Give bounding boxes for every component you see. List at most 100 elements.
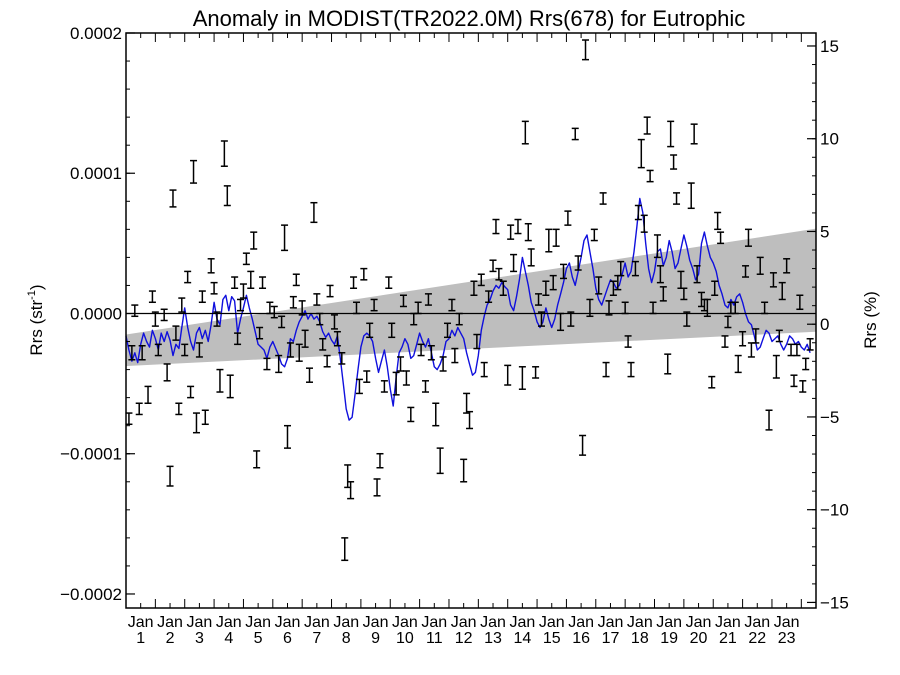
error-bar <box>744 228 752 247</box>
error-bar <box>778 281 786 301</box>
error-bar <box>347 481 355 500</box>
error-bar <box>366 322 374 339</box>
error-bar <box>670 154 678 170</box>
error-bar <box>489 259 497 273</box>
error-bar <box>552 228 560 247</box>
x-tick-year-label: 23 <box>778 630 796 647</box>
error-bar <box>436 447 444 475</box>
error-bar <box>169 189 177 208</box>
error-bar <box>595 276 603 295</box>
x-tick-month-label: Jan <box>128 614 154 631</box>
error-bar <box>187 385 195 399</box>
error-bar <box>802 357 810 371</box>
error-bar <box>223 185 231 207</box>
error-bar <box>742 265 750 278</box>
x-tick-month-label: Jan <box>421 614 447 631</box>
error-bar <box>667 120 675 148</box>
x-tick-month-label: Jan <box>392 614 418 631</box>
x-tick-month-label: Jan <box>245 614 271 631</box>
error-bar <box>175 402 183 416</box>
error-bar <box>350 276 358 289</box>
error-bar <box>355 378 363 395</box>
right-tick-label: 5 <box>820 222 829 241</box>
error-bar <box>402 370 410 386</box>
error-bar <box>160 308 168 322</box>
x-tick-year-label: 17 <box>602 630 620 647</box>
x-tick-year-label: 11 <box>426 630 443 647</box>
error-bar <box>154 343 162 357</box>
error-bar <box>427 344 435 361</box>
error-bar <box>216 368 224 393</box>
error-bar <box>323 354 331 368</box>
error-bar <box>326 284 334 298</box>
trend-band <box>126 228 816 367</box>
error-bar <box>380 380 388 393</box>
error-bar <box>195 342 203 358</box>
error-bar <box>270 305 278 319</box>
error-bar <box>131 304 139 318</box>
error-bar <box>439 356 447 372</box>
error-bar <box>210 281 218 295</box>
error-bar <box>399 294 407 308</box>
error-bar <box>234 332 242 346</box>
error-bar <box>799 380 807 393</box>
error-bar <box>373 478 381 497</box>
error-bar <box>537 311 545 327</box>
error-bar <box>283 424 291 449</box>
error-bar <box>313 293 321 306</box>
error-bar <box>775 329 783 343</box>
x-tick-month-label: Jan <box>744 614 770 631</box>
right-tick-label: 10 <box>820 130 839 149</box>
error-bar <box>664 353 672 375</box>
error-bar <box>444 322 452 339</box>
error-bar <box>360 267 368 281</box>
error-bar <box>220 140 228 167</box>
error-bar <box>579 434 587 456</box>
left-tick-label: −0.0001 <box>60 445 122 464</box>
error-bar <box>772 354 780 379</box>
error-bar <box>432 402 440 427</box>
error-bar <box>253 450 261 469</box>
error-bar <box>739 330 747 347</box>
error-bar <box>298 300 306 316</box>
right-tick-label: −15 <box>820 593 849 612</box>
error-bar <box>242 252 250 266</box>
error-bar <box>653 234 661 259</box>
error-bar <box>263 357 271 371</box>
error-bar <box>151 311 159 327</box>
error-bar <box>673 192 681 205</box>
error-bar <box>310 201 318 224</box>
error-bar <box>527 248 535 267</box>
x-tick-year-label: 16 <box>572 630 590 647</box>
error-bar <box>295 343 303 362</box>
error-bar <box>659 286 667 302</box>
error-bar <box>184 270 192 284</box>
error-bar <box>190 159 198 184</box>
error-bar <box>708 375 716 389</box>
x-tick-year-label: 12 <box>455 630 473 647</box>
error-bar <box>756 256 764 275</box>
error-bar <box>524 222 532 242</box>
x-tick-month-label: Jan <box>509 614 535 631</box>
error-bar <box>634 204 642 221</box>
error-bar <box>289 295 297 309</box>
error-bar <box>637 138 645 169</box>
error-bar <box>646 169 654 183</box>
error-bar <box>559 263 567 280</box>
error-bar <box>207 258 215 274</box>
error-bar <box>507 224 515 240</box>
error-bar <box>627 361 635 378</box>
error-bar <box>148 290 156 304</box>
error-bar <box>485 290 493 304</box>
error-bar <box>599 192 607 205</box>
error-bar <box>247 270 255 289</box>
x-tick-month-label: Jan <box>686 614 712 631</box>
error-bar <box>640 214 648 233</box>
left-axis-label: Rrs (str-1) <box>26 284 46 355</box>
error-bar <box>178 297 186 313</box>
error-bar <box>582 39 590 61</box>
error-bar <box>275 354 283 374</box>
error-bar <box>388 322 396 339</box>
x-tick-year-label: 6 <box>283 630 292 647</box>
error-bar <box>624 335 632 348</box>
